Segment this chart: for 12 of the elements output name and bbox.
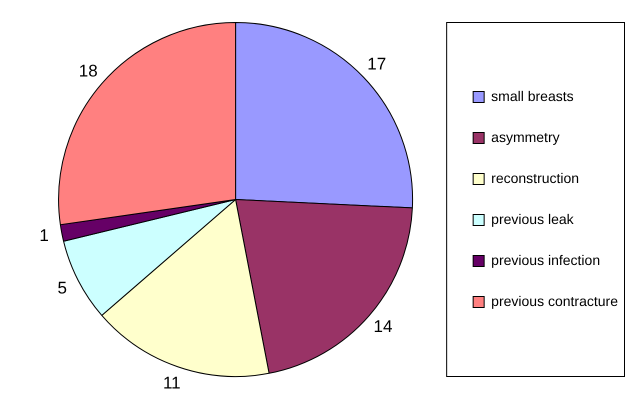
data-label: 18	[78, 61, 98, 80]
legend-label: previous contracture	[491, 292, 618, 309]
legend-label: previous infection	[491, 252, 600, 268]
legend-label: small breasts	[491, 88, 574, 104]
legend-label: reconstruction	[491, 170, 580, 186]
data-label: 17	[367, 54, 386, 74]
data-label: 14	[373, 316, 392, 336]
legend-label: asymmetry	[491, 128, 560, 145]
data-label: 1	[39, 226, 49, 246]
data-label: 11	[162, 373, 181, 392]
data-label: 5	[58, 278, 67, 298]
legend-label: previous leak	[491, 210, 575, 227]
